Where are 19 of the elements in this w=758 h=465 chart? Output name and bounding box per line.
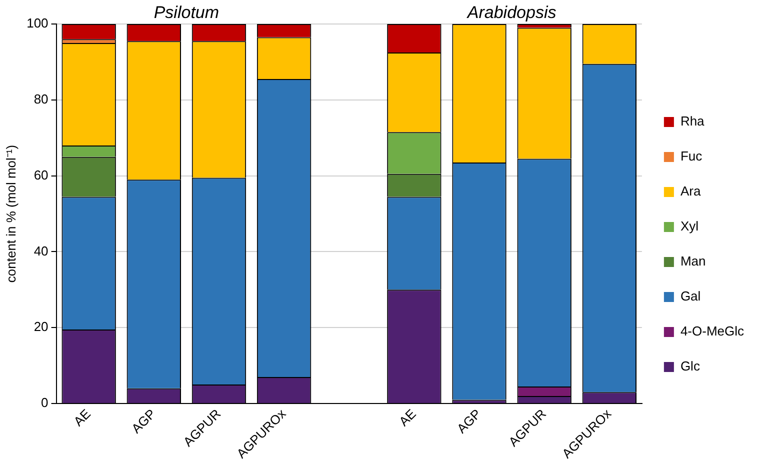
legend-label: Glc [680, 358, 700, 374]
y-tick-label: 40 [34, 243, 48, 258]
legend-label: Ara [680, 184, 702, 199]
text: Arabidopsis [466, 3, 557, 22]
legend-label: Rha [680, 114, 706, 129]
y-axis-title: content in % (mol mol⁻¹) [3, 144, 18, 283]
legend-label: 4-O-MeGlc [680, 324, 744, 339]
y-tick-label: 80 [34, 91, 48, 106]
y-tick-label: 100 [26, 16, 48, 31]
y-tick-label: 60 [34, 167, 48, 182]
y-tick-label: 0 [41, 395, 48, 410]
legend-label: Gal [680, 288, 701, 304]
text: Psilotum [154, 3, 220, 22]
legend-label: Xyl [680, 218, 699, 234]
legend-label: Man [680, 254, 706, 269]
y-tick-label: 20 [34, 319, 48, 334]
x-tick-label: AE [396, 406, 420, 429]
x-tick-label: AE [70, 406, 94, 429]
legend-label: Fuc [680, 148, 703, 164]
